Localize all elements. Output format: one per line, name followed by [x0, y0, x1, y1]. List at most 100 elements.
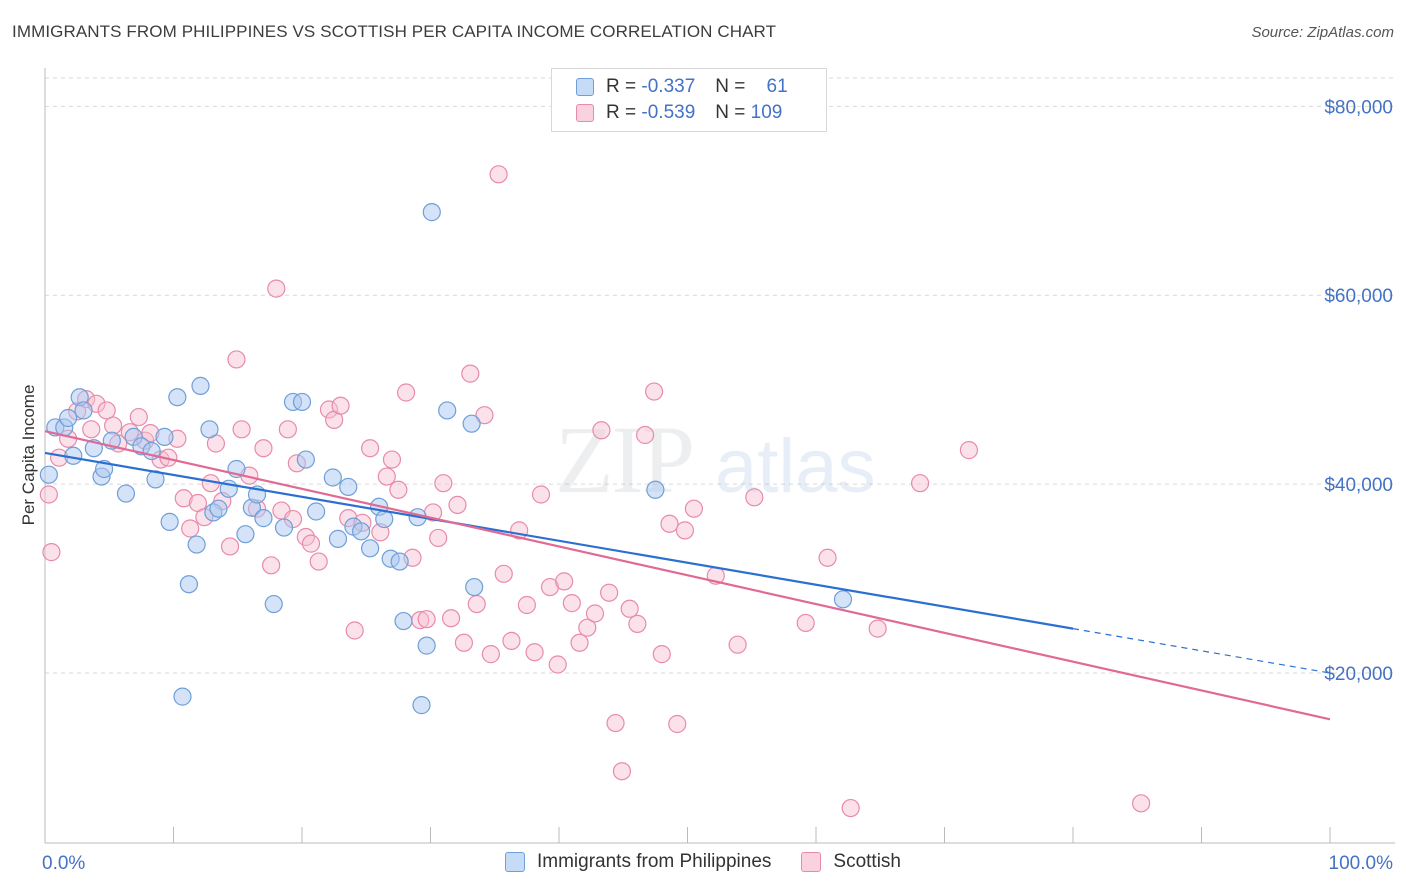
philippines-point	[462, 414, 481, 433]
scottish-point	[494, 564, 513, 583]
scottish-point	[227, 350, 246, 369]
philippines-point	[173, 687, 192, 706]
bottom-legend-label-scottish: Scottish	[833, 851, 901, 872]
scottish-point	[396, 383, 416, 402]
scottish-point	[319, 400, 339, 419]
philippines-trend-line	[44, 451, 1074, 630]
scottish-point	[331, 396, 350, 415]
scottish-point	[82, 420, 101, 439]
scottish-point	[417, 610, 436, 629]
scottish-point	[467, 594, 486, 614]
scottish-point	[39, 485, 58, 504]
scottish-point	[796, 613, 815, 633]
philippines-point	[438, 401, 457, 420]
philippines-point	[323, 468, 342, 487]
scottish-trend-line	[44, 430, 1331, 721]
philippines-point	[160, 512, 179, 531]
legend-n-value: 61	[766, 76, 788, 97]
y-tick-label: $20,000	[1324, 664, 1393, 685]
scottish-point	[600, 583, 619, 602]
scottish-point	[301, 534, 321, 553]
scottish-point	[585, 604, 605, 623]
scottish-point	[548, 655, 567, 674]
philippines-point	[328, 529, 348, 548]
scottish-point	[578, 618, 597, 637]
philippines-point	[296, 450, 315, 469]
philippines-point	[646, 480, 665, 499]
scottish-point	[262, 556, 281, 575]
philippines-point	[187, 535, 206, 554]
philippines-point	[179, 575, 199, 594]
scottish-point	[684, 499, 704, 518]
scottish-point	[454, 633, 474, 652]
legend-r-value: -0.539	[641, 102, 696, 123]
scottish-point	[818, 548, 837, 567]
chart-title: IMMIGRANTS FROM PHILIPPINES VS SCOTTISH …	[12, 22, 777, 41]
scottish-point	[461, 364, 480, 383]
philippines-point	[307, 502, 326, 521]
scottish-point	[481, 645, 500, 664]
scottish-point	[502, 631, 521, 650]
scottish-point	[745, 488, 764, 507]
scottish-point	[910, 474, 930, 493]
scottish-point	[220, 537, 240, 556]
legend-r-label: R =	[606, 102, 637, 123]
y-axis-title: Per Capita Income	[19, 385, 38, 526]
scottish-point	[525, 643, 544, 662]
legend-row-scottish: R = -0.539 N = 109	[576, 101, 782, 125]
scottish-point	[555, 572, 574, 591]
philippines-point	[155, 427, 174, 446]
legend-r-label: R =	[606, 76, 637, 97]
philippines-point	[116, 484, 136, 503]
scottish-point	[728, 635, 747, 654]
philippines-point	[74, 401, 93, 420]
philippines-point	[264, 594, 283, 614]
scottish-point	[475, 406, 494, 425]
bottom-legend-philippines: Immigrants from Philippines	[504, 851, 772, 873]
legend-swatch-pink	[576, 104, 594, 122]
bottom-legend-swatch-pink	[801, 852, 822, 872]
scottish-point	[668, 714, 687, 734]
scottish-point	[267, 279, 286, 298]
scottish-point	[959, 441, 979, 460]
philippines-point	[390, 552, 409, 571]
philippines-trend-extension	[1072, 628, 1331, 674]
legend-n-label: N =	[715, 102, 746, 123]
scottish-point	[868, 619, 887, 638]
scottish-points	[39, 165, 1151, 818]
scottish-point	[345, 621, 364, 640]
legend-row-philippines: R = -0.337 N = 61	[576, 75, 788, 99]
bottom-legend-label-philippines: Immigrants from Philippines	[536, 851, 772, 872]
watermark-atlas: atlas	[715, 424, 876, 509]
scottish-point	[361, 439, 380, 458]
philippines-point	[833, 590, 853, 609]
watermark-zip: ZIP	[555, 406, 693, 513]
scottish-point	[129, 407, 148, 427]
philippines-point	[412, 696, 431, 715]
y-tick-label: $60,000	[1324, 286, 1393, 307]
philippines-point	[39, 465, 58, 484]
philippines-point	[361, 539, 380, 558]
scottish-point	[635, 425, 655, 445]
philippines-point	[339, 477, 358, 497]
scottish-point	[562, 594, 581, 613]
bottom-legend-scottish: Scottish	[801, 851, 901, 873]
legend-n-label: N =	[715, 76, 746, 97]
x-tick-label: 100.0%	[1329, 853, 1394, 874]
scottish-point	[232, 420, 251, 439]
philippines-point	[352, 522, 371, 541]
scottish-point	[278, 420, 297, 439]
philippines-point	[254, 509, 273, 528]
scottish-point	[429, 528, 448, 548]
stats-legend: R = -0.337 N = 61 R = -0.539 N = 109	[551, 68, 827, 132]
scottish-point	[606, 713, 625, 733]
scottish-point	[377, 467, 396, 486]
scottish-point	[628, 614, 647, 633]
scottish-point	[570, 633, 589, 652]
scottish-point	[441, 609, 461, 628]
scottish-point	[1132, 794, 1151, 813]
scottish-point	[42, 543, 61, 562]
bottom-legend: Immigrants from Philippines Scottish	[0, 851, 1406, 873]
scottish-point	[517, 595, 536, 615]
scottish-point	[174, 489, 193, 508]
